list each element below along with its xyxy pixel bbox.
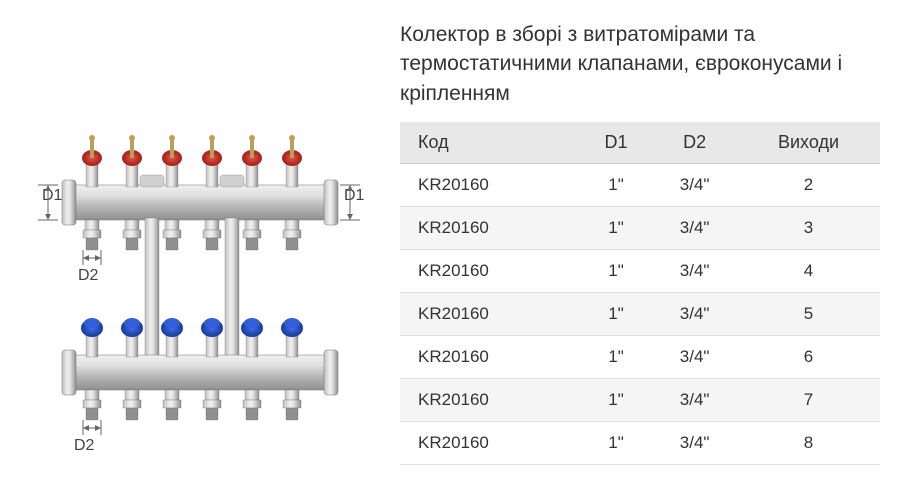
table-cell: 3/4" (652, 336, 737, 379)
table-cell: 3/4" (652, 207, 737, 250)
table-cell: 3 (737, 207, 880, 250)
table-cell: KR20160 (400, 336, 580, 379)
table-cell: KR20160 (400, 250, 580, 293)
table-cell: 3/4" (652, 250, 737, 293)
col-code: Код (400, 122, 580, 164)
product-title: Колектор в зборі з витратомірами та терм… (400, 20, 880, 108)
table-row: KR201601"3/4"3 (400, 207, 880, 250)
table-cell: 1" (580, 207, 652, 250)
table-cell: KR20160 (400, 422, 580, 465)
manifold-diagram: D1 D1 D2 D2 (30, 80, 370, 460)
spec-table: Код D1 D2 Виходи KR201601"3/4"2KR201601"… (400, 122, 880, 465)
table-row: KR201601"3/4"2 (400, 164, 880, 207)
table-cell: 8 (737, 422, 880, 465)
table-cell: 1" (580, 164, 652, 207)
table-row: KR201601"3/4"7 (400, 379, 880, 422)
table-cell: KR20160 (400, 293, 580, 336)
table-cell: 3/4" (652, 422, 737, 465)
label-d1-left: D1 (42, 187, 63, 204)
col-d1: D1 (580, 122, 652, 164)
table-cell: 1" (580, 250, 652, 293)
table-cell: KR20160 (400, 379, 580, 422)
table-cell: 7 (737, 379, 880, 422)
table-cell: 1" (580, 336, 652, 379)
table-cell: 1" (580, 379, 652, 422)
table-row: KR201601"3/4"6 (400, 336, 880, 379)
table-cell: 1" (580, 293, 652, 336)
table-cell: 1" (580, 422, 652, 465)
label-d1-right: D1 (344, 187, 365, 204)
col-outlets: Виходи (737, 122, 880, 164)
table-row: KR201601"3/4"5 (400, 293, 880, 336)
table-cell: KR20160 (400, 164, 580, 207)
table-cell: 3/4" (652, 164, 737, 207)
table-header-row: Код D1 D2 Виходи (400, 122, 880, 164)
table-cell: 5 (737, 293, 880, 336)
col-d2: D2 (652, 122, 737, 164)
table-cell: 6 (737, 336, 880, 379)
table-cell: 3/4" (652, 293, 737, 336)
label-d2-top: D2 (78, 267, 99, 284)
table-cell: 4 (737, 250, 880, 293)
table-row: KR201601"3/4"8 (400, 422, 880, 465)
label-d2-bottom: D2 (74, 437, 95, 454)
table-cell: 3/4" (652, 379, 737, 422)
table-cell: 2 (737, 164, 880, 207)
table-cell: KR20160 (400, 207, 580, 250)
table-row: KR201601"3/4"4 (400, 250, 880, 293)
